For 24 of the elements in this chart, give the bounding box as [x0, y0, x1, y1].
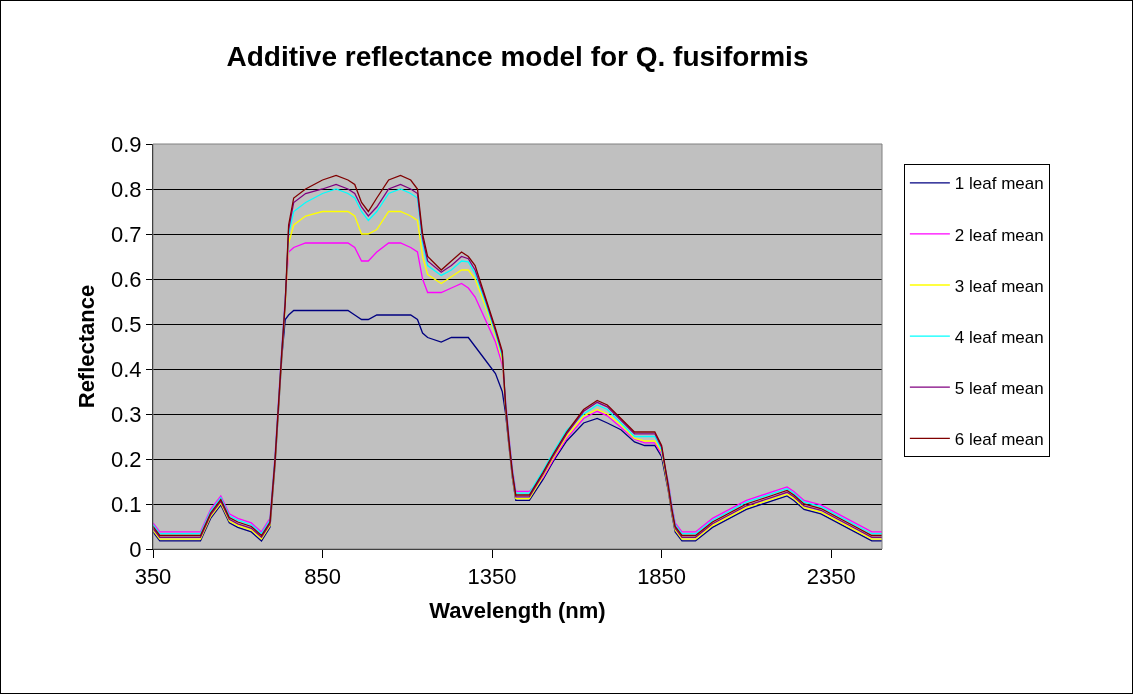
x-tick-label: 350	[134, 564, 172, 590]
legend-label: 5 leaf mean	[954, 378, 1044, 398]
legend-label: 1 leaf mean	[954, 174, 1044, 194]
y-tick-label: 0.9	[111, 131, 142, 157]
y-axis-title: Reflectance	[73, 284, 99, 409]
x-tick-label: 1350	[467, 564, 517, 590]
legend-label: 3 leaf mean	[954, 276, 1044, 296]
legend-label: 6 leaf mean	[954, 429, 1044, 449]
y-tick-label: 0.3	[111, 401, 142, 427]
y-tick-label: 0	[129, 536, 142, 562]
x-axis-title: Wavelength (nm)	[429, 598, 606, 624]
x-tick-label: 850	[304, 564, 341, 590]
x-tick-label: 2350	[806, 564, 856, 590]
y-tick-label: 0.4	[111, 356, 142, 382]
y-tick-label: 0.1	[111, 491, 142, 517]
x-tick-label: 1850	[637, 564, 687, 590]
legend-label: 4 leaf mean	[954, 327, 1044, 347]
y-tick-label: 0.8	[111, 176, 142, 202]
y-tick-label: 0.2	[111, 446, 142, 472]
chart-title: Additive reflectance model for Q. fusiformis	[226, 41, 809, 73]
legend-label: 2 leaf mean	[954, 225, 1044, 245]
y-tick-label: 0.7	[111, 221, 142, 247]
y-tick-label: 0.5	[111, 311, 142, 337]
y-tick-label: 0.6	[111, 266, 142, 292]
